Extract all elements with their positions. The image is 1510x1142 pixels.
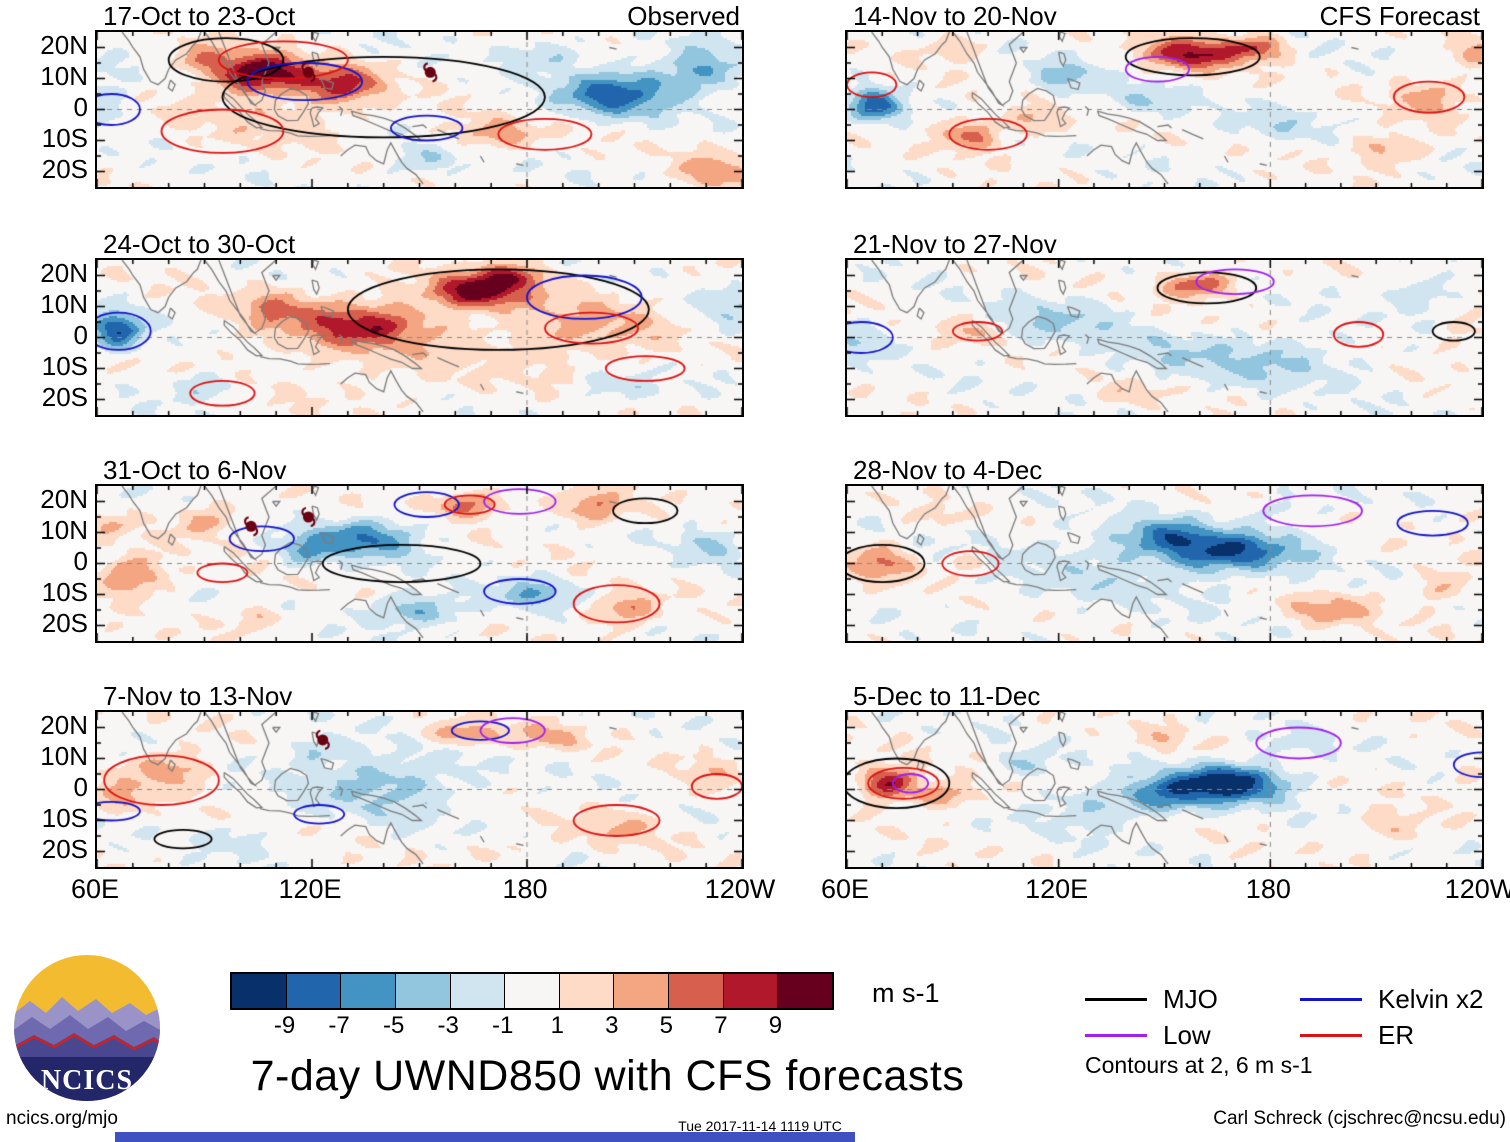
colorbar-cell	[559, 974, 615, 1008]
map-panel-6: 21-Nov to 27-Nov	[845, 229, 1484, 419]
panel-title: 17-Oct to 23-Oct	[103, 1, 296, 31]
panel-title: 31-Oct to 6-Nov	[103, 455, 287, 485]
panel-title: 28-Nov to 4-Dec	[853, 455, 1043, 485]
colorbar-cell	[614, 974, 670, 1008]
footer-credit: Carl Schreck (cjschrec@ncsu.edu)	[1213, 1108, 1506, 1129]
ncics-logo-image: NCICS	[14, 955, 160, 1101]
y-axis-label: 20S	[41, 607, 88, 638]
footer-timestamp: Tue 2017-11-14 1119 UTC	[678, 1118, 842, 1134]
map-panel-7: 28-Nov to 4-Dec	[845, 455, 1484, 645]
map-panel-2: 24-Oct to 30-Oct	[95, 229, 744, 419]
y-axis-label: 20S	[41, 833, 88, 864]
legend-label-low: Low	[1163, 1020, 1211, 1050]
er-line-icon	[1300, 1034, 1362, 1037]
mjo-line-icon	[1085, 998, 1147, 1001]
colorbar-cell	[669, 974, 724, 1008]
map-canvas	[95, 484, 744, 643]
panel-title: 7-Nov to 13-Nov	[103, 681, 293, 711]
y-axis-label: 10S	[41, 576, 88, 607]
ncics-logo: NCICS	[12, 953, 162, 1108]
y-axis-label: 10S	[41, 122, 88, 153]
y-axis-label: 10S	[41, 350, 88, 381]
colorbar-cell	[505, 974, 560, 1008]
x-axis-label: 60E	[820, 874, 870, 904]
colorbar-tick-label: -1	[492, 1012, 514, 1039]
kelvin-line-icon	[1300, 998, 1362, 1001]
contour-note: Contours at 2, 6 m s-1	[1085, 1052, 1313, 1078]
colorbar-tick-label: -3	[437, 1012, 459, 1039]
colorbar-tick-label: 3	[605, 1012, 619, 1039]
colorbar	[230, 972, 834, 1010]
colorbar-tick-label: 9	[768, 1012, 783, 1039]
legend-entry-kelvin: Kelvin x2	[1300, 984, 1484, 1015]
map-panel-4: 7-Nov to 13-Nov	[95, 681, 744, 871]
y-axis-label: 0	[73, 91, 88, 122]
bottom-bar	[115, 1132, 855, 1142]
colorbar-tick-label: -5	[382, 1012, 405, 1039]
map-canvas	[845, 30, 1484, 189]
colorbar-tick-label: 7	[714, 1012, 728, 1039]
legend-entry-mjo: MJO	[1085, 984, 1218, 1015]
colorbar-cell	[232, 974, 287, 1008]
map-panel-3: 31-Oct to 6-Nov	[95, 455, 744, 645]
low-line-icon	[1085, 1034, 1147, 1037]
panel-title: 14-Nov to 20-Nov	[853, 1, 1057, 31]
colorbar-cell	[778, 974, 833, 1008]
y-axis-label: 10N	[40, 60, 88, 91]
map-panel-8: 5-Dec to 11-Dec	[845, 681, 1484, 871]
x-axis-label: 120E	[278, 874, 342, 904]
legend-label-mjo: MJO	[1163, 984, 1218, 1014]
footer-site-url: ncics.org/mjo	[6, 1108, 118, 1129]
map-panel-1: 17-Oct to 23-Oct Observed	[95, 1, 744, 191]
legend-label-er: ER	[1378, 1020, 1415, 1050]
map-canvas	[845, 710, 1484, 869]
panel-title: 24-Oct to 30-Oct	[103, 229, 296, 259]
colorbar-cell	[341, 974, 396, 1008]
colorbar-tick-label: 5	[659, 1012, 674, 1039]
x-axis-label: 120W	[704, 874, 776, 904]
panel-title: 5-Dec to 11-Dec	[853, 681, 1041, 711]
colorbar-cell	[395, 974, 451, 1008]
y-axis-label: 20N	[40, 257, 88, 288]
ncics-logo-text: NCICS	[41, 1065, 133, 1096]
legend-entry-low: Low	[1085, 1020, 1211, 1051]
panel-title: 21-Nov to 27-Nov	[853, 229, 1057, 259]
colorbar-unit-label: m s-1	[872, 978, 940, 1008]
panel-corner-label: Observed	[627, 1, 740, 31]
x-axis-label: 120E	[1025, 874, 1089, 904]
x-axis-label: 120W	[1444, 874, 1510, 904]
y-axis-label: 0	[73, 319, 88, 350]
colorbar-tick-label: -7	[328, 1012, 350, 1039]
map-canvas	[95, 30, 744, 189]
x-axis-label: 180	[1245, 874, 1291, 904]
y-axis-label: 20S	[41, 153, 88, 184]
map-canvas	[845, 258, 1484, 417]
panel-corner-label: CFS Forecast	[1319, 1, 1480, 31]
legend-entry-er: ER	[1300, 1020, 1414, 1051]
y-axis-label: 10N	[40, 288, 88, 319]
map-canvas	[95, 710, 744, 869]
colorbar-cell	[286, 974, 342, 1008]
y-axis-label: 10N	[40, 514, 88, 545]
page-title: 7-day UWND850 with CFS forecasts	[250, 1052, 965, 1100]
colorbar-tick-label: -9	[273, 1012, 296, 1039]
colorbar-cell	[723, 974, 779, 1008]
y-axis-label: 0	[73, 771, 88, 802]
x-axis-label: 60E	[70, 874, 120, 904]
map-panel-5: 14-Nov to 20-Nov CFS Forecast	[845, 1, 1484, 191]
map-canvas	[845, 484, 1484, 643]
y-axis-label: 10S	[41, 802, 88, 833]
colorbar-cell	[450, 974, 506, 1008]
y-axis-label: 0	[73, 545, 88, 576]
legend-label-kelvin: Kelvin x2	[1378, 984, 1484, 1014]
y-axis-label: 20N	[40, 29, 88, 60]
y-axis-label: 20N	[40, 483, 88, 514]
y-axis-label: 20S	[41, 381, 88, 412]
x-axis-label: 180	[502, 874, 548, 904]
map-canvas	[95, 258, 744, 417]
colorbar-tick-label: 1	[550, 1012, 564, 1039]
y-axis-label: 20N	[40, 709, 88, 740]
y-axis-label: 10N	[40, 740, 88, 771]
